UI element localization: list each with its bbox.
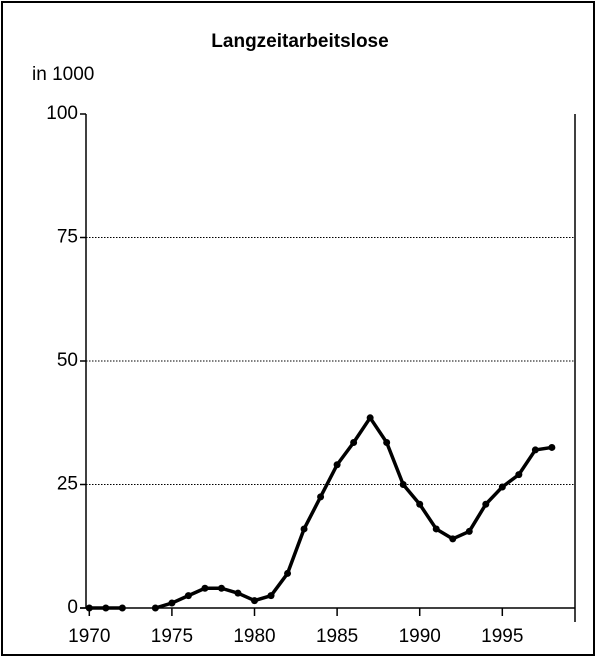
x-tick-label: 1990 [399, 626, 441, 647]
chart-title: Langzeitarbeitslose [211, 31, 388, 52]
point [333, 461, 341, 469]
point [184, 592, 192, 600]
point [482, 500, 490, 508]
point [399, 481, 407, 488]
point [267, 592, 275, 600]
point [251, 597, 259, 605]
point [383, 439, 391, 447]
x-tick-label: 1970 [68, 626, 110, 647]
point [531, 446, 539, 454]
point [284, 569, 292, 577]
y-tick-label: 50 [57, 350, 78, 371]
point [416, 500, 424, 508]
x-tick-label: 1980 [233, 626, 275, 647]
point [118, 604, 126, 612]
y-axis-label: in 1000 [32, 64, 94, 85]
x-tick-label: 1975 [151, 626, 193, 647]
point [201, 584, 209, 592]
point [515, 471, 523, 479]
point [102, 604, 110, 612]
point [498, 483, 506, 491]
point [217, 584, 225, 592]
point [151, 604, 159, 612]
x-tick-label: 1995 [481, 626, 523, 647]
x-tick-label: 1985 [316, 626, 358, 647]
point [234, 589, 242, 597]
point [168, 599, 176, 607]
y-tick-label: 0 [67, 597, 78, 618]
point [300, 525, 308, 533]
point [317, 493, 325, 501]
line [89, 416, 553, 610]
point [465, 527, 473, 535]
y-tick-label: 25 [57, 474, 78, 495]
point [432, 525, 440, 533]
point [548, 443, 556, 451]
point [350, 439, 358, 447]
point [449, 535, 457, 543]
y-tick-label: 100 [46, 103, 78, 124]
y-tick-label: 75 [57, 227, 78, 248]
point [85, 604, 93, 612]
point [366, 414, 374, 422]
